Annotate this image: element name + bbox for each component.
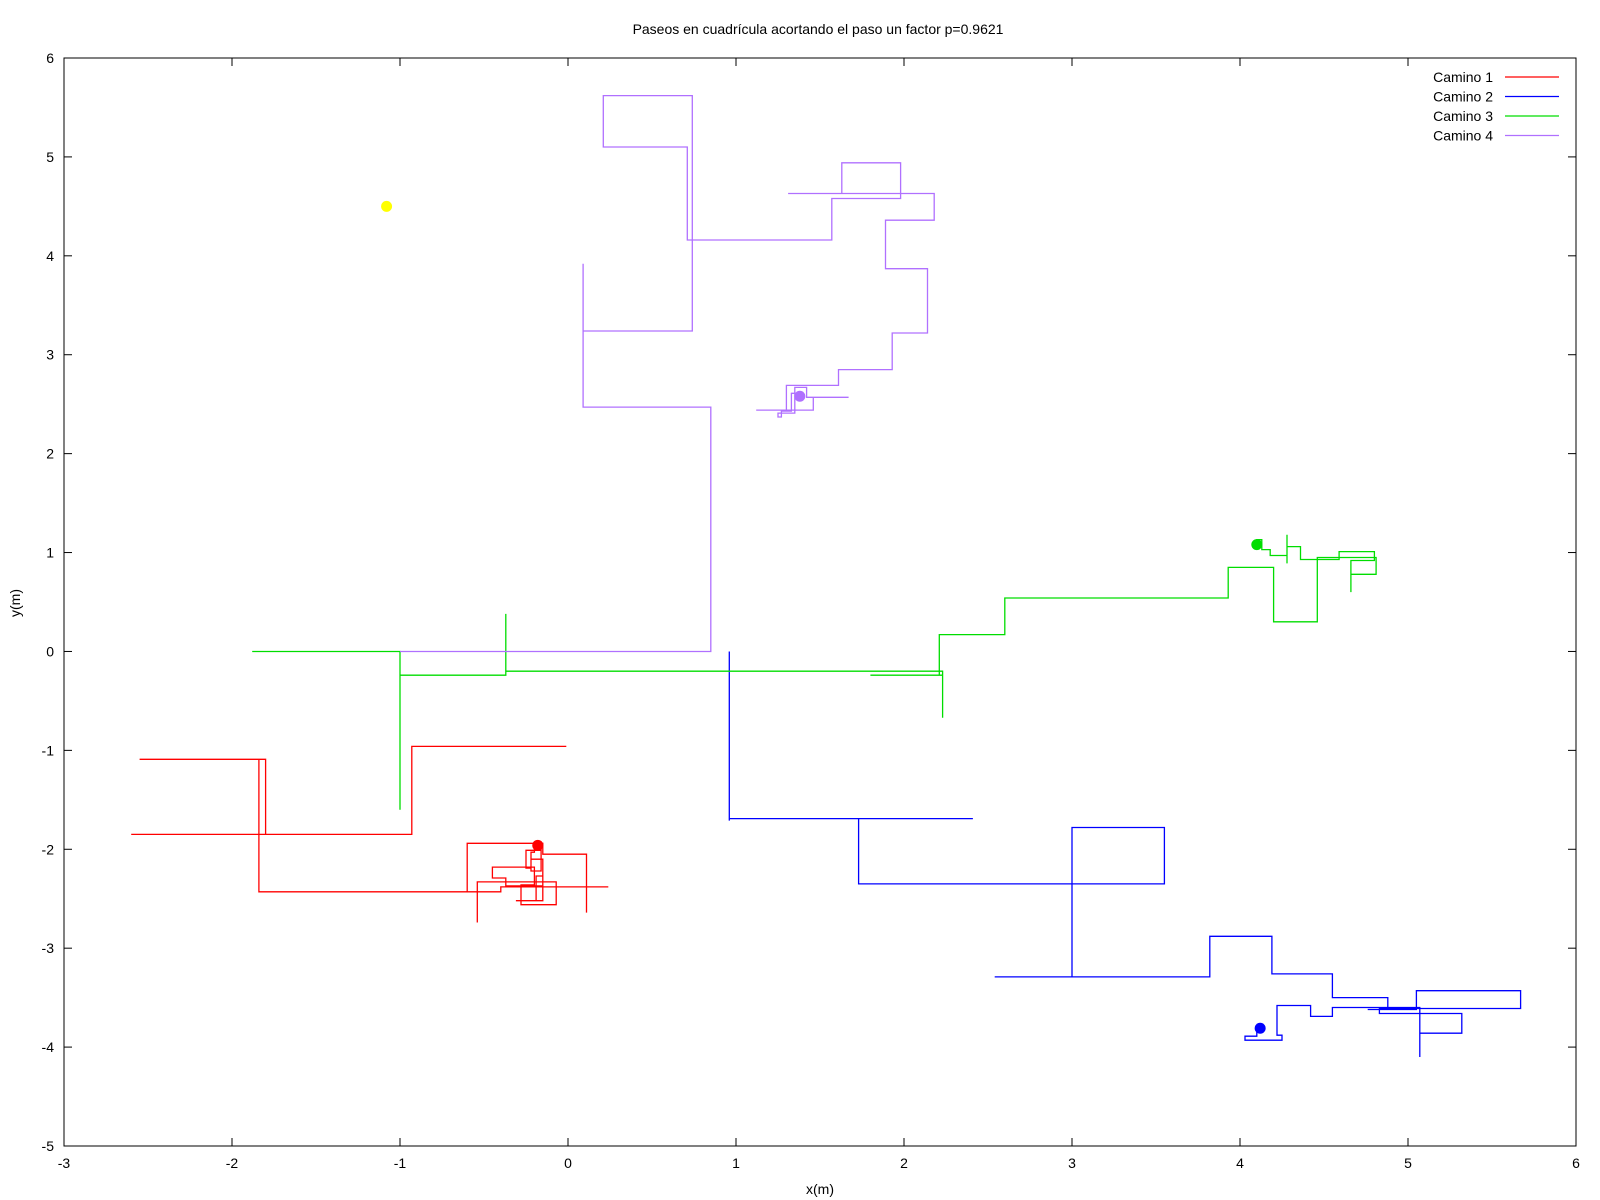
x-axis-label: x(m) — [806, 1181, 834, 1197]
extra-data-point — [381, 200, 393, 212]
plot-frame — [63, 57, 1577, 1147]
x-tick-label: 0 — [564, 1155, 572, 1171]
series-end-point-camino-2 — [1254, 1022, 1266, 1034]
x-tick-label: 3 — [1068, 1155, 1076, 1171]
y-tick-label: 5 — [46, 149, 54, 165]
y-tick-label: 6 — [46, 50, 54, 66]
y-tick-label: -4 — [42, 1039, 55, 1055]
plot-area — [131, 94, 1522, 1057]
y-tick-label: -3 — [42, 940, 55, 956]
y-tick-label: 1 — [46, 545, 54, 561]
series-line-camino-1 — [131, 745, 609, 923]
x-tick-label: 2 — [900, 1155, 908, 1171]
y-tick-label: 0 — [46, 643, 54, 659]
series-line-camino-2 — [728, 651, 1522, 1057]
y-tick-label: -2 — [42, 841, 55, 857]
series-end-point-camino-1 — [532, 839, 544, 851]
x-tick-label: 1 — [732, 1155, 740, 1171]
y-tick-label: -5 — [42, 1138, 55, 1154]
x-tick-label: 6 — [1572, 1155, 1580, 1171]
series-end-point-camino-4 — [794, 390, 806, 402]
axis-ticks: -3 -2 -1 0 1 2 3 4 5 6 -5 -4 -3 -2 -1 0 1 2 3 4 5 6 — [42, 50, 1581, 1171]
series-end-point-camino-3 — [1251, 539, 1263, 551]
legend-label-camino-2: Camino 2 — [1433, 89, 1493, 105]
x-tick-label: 5 — [1404, 1155, 1412, 1171]
y-axis-label: y(m) — [7, 589, 23, 617]
y-tick-label: 3 — [46, 347, 54, 363]
x-tick-label: 4 — [1236, 1155, 1244, 1171]
legend-label-camino-3: Camino 3 — [1433, 108, 1493, 124]
y-tick-label: 2 — [46, 446, 54, 462]
series-line-camino-3 — [252, 534, 1377, 810]
x-tick-label: -2 — [226, 1155, 239, 1171]
y-tick-label: -1 — [42, 742, 55, 758]
x-tick-label: -3 — [58, 1155, 71, 1171]
series-line-camino-4 — [400, 94, 935, 653]
legend-label-camino-1: Camino 1 — [1433, 69, 1493, 85]
x-tick-label: -1 — [394, 1155, 407, 1171]
y-tick-label: 4 — [46, 248, 54, 264]
chart-title: Paseos en cuadrícula acortando el paso u… — [633, 21, 1004, 37]
legend: Camino 1 Camino 2 Camino 3 Camino 4 — [1433, 69, 1559, 144]
legend-label-camino-4: Camino 4 — [1433, 128, 1493, 144]
